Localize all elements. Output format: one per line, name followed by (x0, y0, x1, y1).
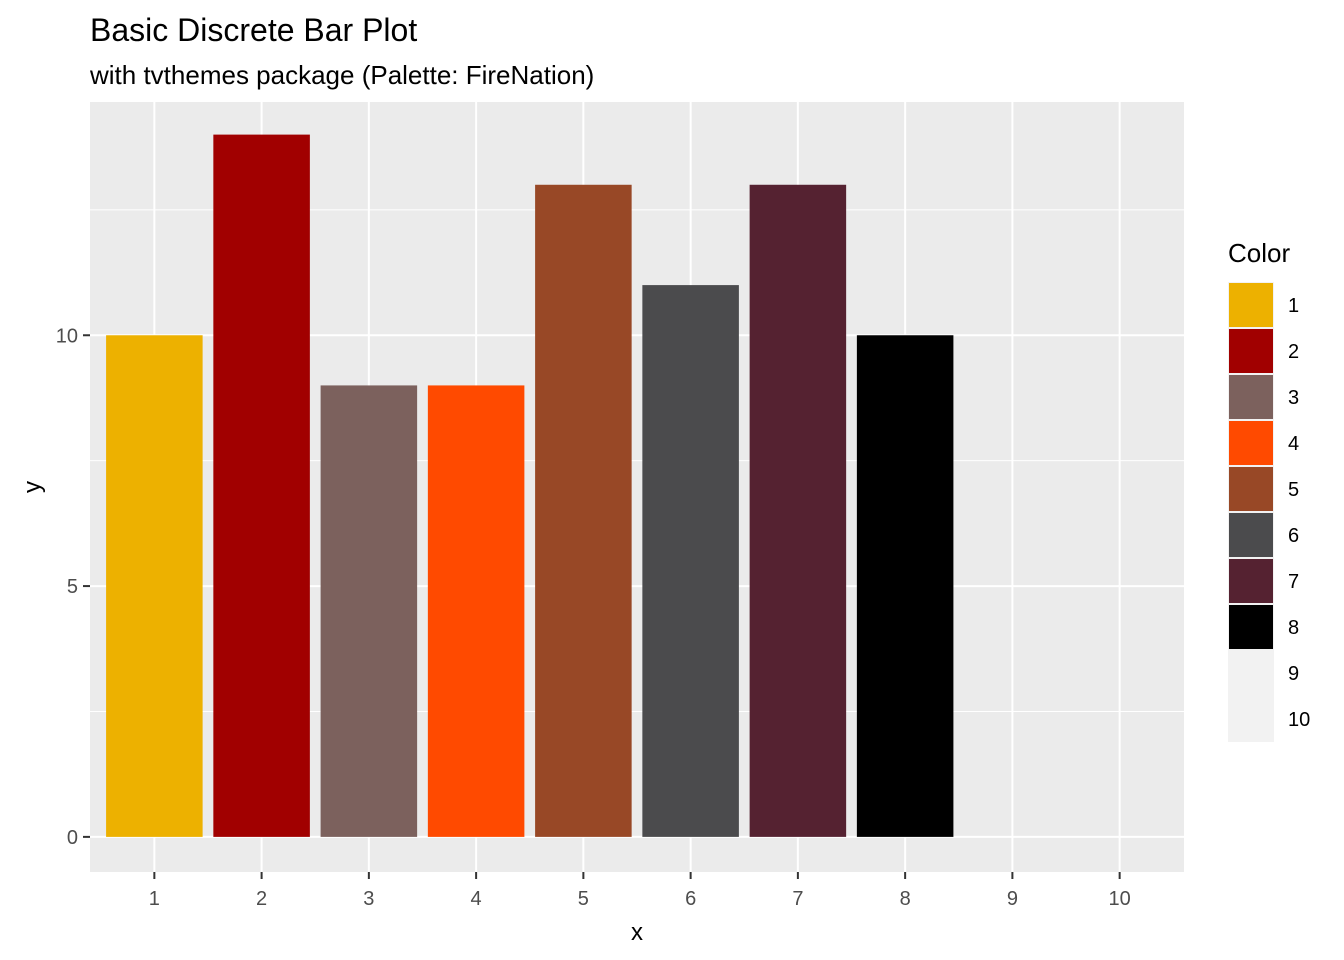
legend-label: 4 (1288, 433, 1299, 455)
legend-swatch-6 (1229, 513, 1273, 557)
x-tick-label: 4 (471, 888, 482, 910)
legend-title: Color (1228, 238, 1290, 268)
legend-label: 3 (1288, 387, 1299, 409)
bar-1 (106, 335, 203, 837)
legend-swatch-9 (1229, 651, 1273, 695)
axes: 0 5 10 1 2 3 4 5 6 7 8 9 10 (56, 325, 1131, 910)
x-tick-label: 5 (578, 888, 589, 910)
bar-6 (642, 285, 739, 837)
y-axis-title: y (19, 481, 46, 493)
bar-7 (749, 184, 847, 837)
legend-label: 6 (1288, 525, 1299, 547)
legend-label: 2 (1288, 341, 1299, 363)
legend-swatch-4 (1229, 421, 1273, 465)
x-tick-label: 7 (792, 888, 803, 910)
legend-swatch-3 (1229, 375, 1273, 419)
legend-swatch-5 (1229, 467, 1273, 511)
legend-label: 7 (1288, 571, 1299, 593)
legend-swatch-7 (1229, 559, 1273, 603)
legend-swatch-8 (1229, 605, 1273, 649)
bar-3 (320, 385, 418, 837)
x-tick-label: 6 (685, 888, 696, 910)
x-tick-label: 3 (363, 888, 374, 910)
x-tick-label: 10 (1109, 888, 1131, 910)
legend-swatch-2 (1229, 329, 1273, 373)
legend-label: 10 (1288, 709, 1310, 731)
legend-swatch-10 (1229, 697, 1273, 741)
bar-4 (427, 385, 525, 837)
y-tick-label: 5 (67, 576, 78, 598)
legend-label: 1 (1288, 295, 1299, 317)
x-tick-label: 2 (256, 888, 267, 910)
bar-2 (213, 134, 310, 837)
bar-8 (856, 335, 954, 837)
y-tick-label: 10 (56, 325, 78, 347)
x-axis-title: x (631, 919, 643, 946)
legend-label: 8 (1288, 617, 1299, 639)
bar-5 (535, 184, 632, 837)
bars (106, 134, 954, 837)
x-tick-label: 8 (900, 888, 911, 910)
legend-label: 9 (1288, 663, 1299, 685)
chart-subtitle: with tvthemes package (Palette: FireNati… (90, 60, 595, 90)
y-tick-label: 0 (67, 827, 78, 849)
legend: Color 1 2 3 4 5 6 7 8 9 10 (1228, 238, 1310, 742)
legend-swatch-1 (1229, 283, 1273, 327)
x-tick-label: 1 (149, 888, 160, 910)
chart-title: Basic Discrete Bar Plot (90, 12, 418, 48)
x-tick-label: 9 (1007, 888, 1018, 910)
legend-label: 5 (1288, 479, 1299, 501)
